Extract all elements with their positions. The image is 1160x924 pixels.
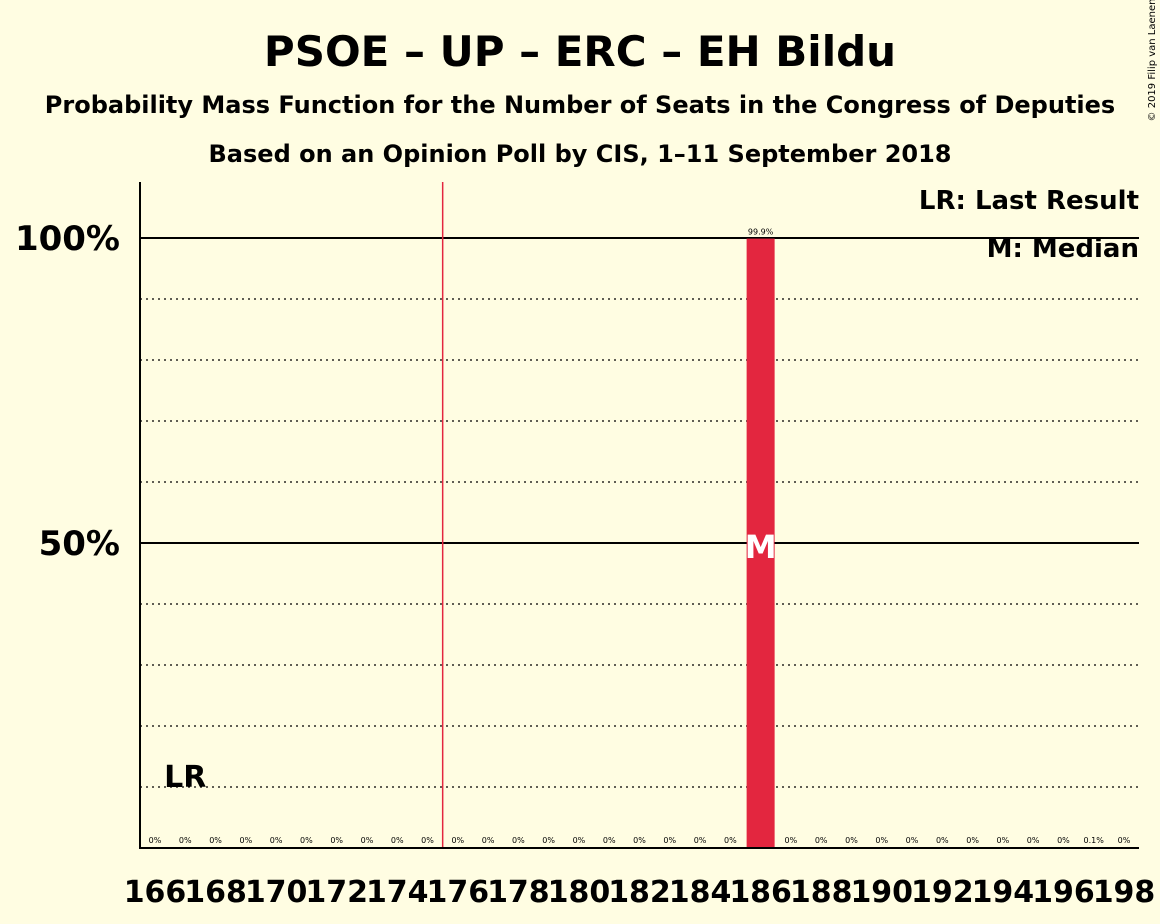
data-label: 0% (239, 836, 252, 845)
bar-seats-186 (746, 238, 775, 849)
x-tick-label: 166 (124, 875, 187, 910)
data-label: 0% (875, 836, 888, 845)
x-tick-label: 172 (305, 875, 368, 910)
data-label: 0% (966, 836, 979, 845)
chart-subtitle-2: Based on an Opinion Poll by CIS, 1–11 Se… (209, 140, 952, 168)
data-label: 0% (906, 836, 919, 845)
chart-title: PSOE – UP – ERC – EH Bildu (264, 27, 896, 76)
data-label: 0% (482, 836, 495, 845)
x-tick-label: 198 (1093, 875, 1156, 910)
data-label: 0% (1057, 836, 1070, 845)
data-label: 0% (1027, 836, 1040, 845)
last-result-marker: LR (164, 760, 206, 795)
data-label: 0% (573, 836, 586, 845)
bars (746, 238, 1108, 849)
data-label: 0% (936, 836, 949, 845)
chart-subtitle-1: Probability Mass Function for the Number… (45, 91, 1115, 119)
legend-last-result: LR: Last Result (919, 186, 1139, 216)
x-tick-labels: 1661681701721741761781801821841861881901… (124, 875, 1156, 910)
data-label: 0% (785, 836, 798, 845)
x-tick-label: 180 (548, 875, 611, 910)
legend-median: M: Median (987, 234, 1139, 264)
data-label: 0% (845, 836, 858, 845)
data-label: 0% (209, 836, 222, 845)
x-tick-label: 190 (850, 875, 913, 910)
x-tick-label: 186 (729, 875, 792, 910)
data-label: 0% (391, 836, 404, 845)
data-label: 0% (1118, 836, 1131, 845)
data-label: 0% (270, 836, 283, 845)
data-label: 0% (997, 836, 1010, 845)
data-label: 0.1% (1084, 836, 1105, 845)
x-tick-label: 174 (366, 875, 429, 910)
data-label: 0% (451, 836, 464, 845)
data-label: 0% (603, 836, 616, 845)
data-label: 0% (542, 836, 555, 845)
data-label: 0% (330, 836, 343, 845)
x-tick-label: 168 (184, 875, 247, 910)
data-label: 0% (815, 836, 828, 845)
data-label: 0% (633, 836, 646, 845)
x-tick-label: 188 (790, 875, 853, 910)
copyright-notice: © 2019 Filip van Laenen (1147, 0, 1158, 121)
data-label: 0% (179, 836, 192, 845)
markers: LR M (164, 528, 776, 795)
data-label: 0% (421, 836, 434, 845)
y-tick-label: 100% (15, 219, 120, 259)
x-tick-label: 194 (972, 875, 1035, 910)
x-tick-label: 176 (427, 875, 490, 910)
x-tick-label: 192 (911, 875, 974, 910)
axes (139, 182, 1139, 849)
data-label: 0% (724, 836, 737, 845)
data-label: 0% (300, 836, 313, 845)
x-tick-label: 182 (608, 875, 671, 910)
x-tick-label: 184 (669, 875, 732, 910)
y-tick-labels: 50% 100% (15, 219, 120, 564)
data-label: 0% (512, 836, 525, 845)
data-label: 0% (149, 836, 162, 845)
gridlines (140, 237, 1139, 788)
data-labels: 0% 0% 0% 0% 0% 0% 0% 0% 0% 0% 0% 0% 0% 0% 0% 0% 0% 0% 0% 0%… (149, 228, 1131, 845)
x-tick-label: 178 (487, 875, 550, 910)
y-tick-label: 50% (39, 524, 120, 564)
data-label: 0% (694, 836, 707, 845)
median-marker: M (745, 528, 777, 566)
x-tick-label: 196 (1032, 875, 1095, 910)
x-tick-label: 170 (245, 875, 308, 910)
data-label: 0% (361, 836, 374, 845)
data-label: 99.9% (748, 228, 774, 237)
data-label: 0% (663, 836, 676, 845)
